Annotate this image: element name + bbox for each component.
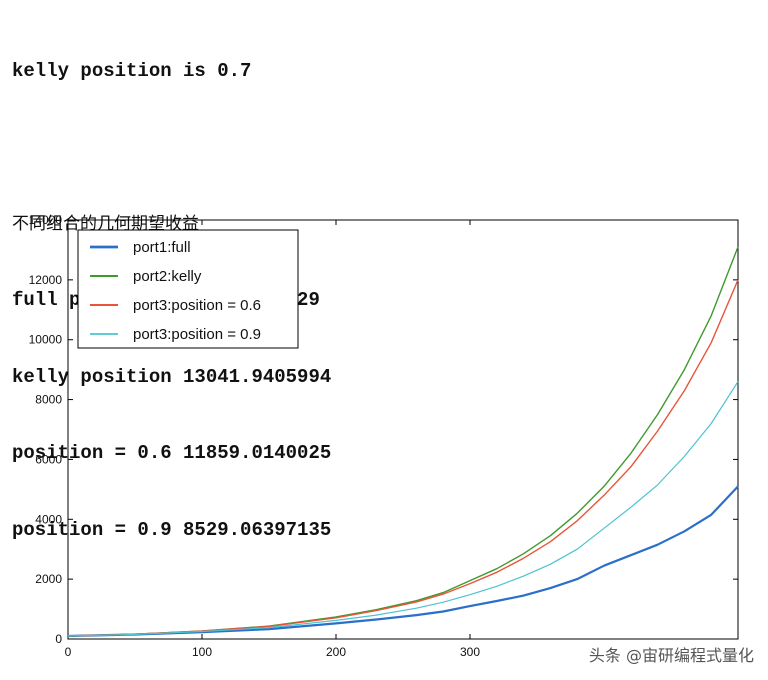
y-tick-label: 6000 bbox=[35, 452, 62, 466]
x-tick-label: 200 bbox=[326, 645, 346, 659]
results-heading: 不同组合的几何期望收益 bbox=[12, 213, 199, 234]
series-line-3 bbox=[67, 279, 739, 637]
kelly-result-line: kelly position is 0.7 bbox=[12, 60, 252, 82]
result-line-position-09: position = 0.9 8529.06397135 bbox=[12, 518, 332, 541]
legend-label-2: port2:kelly bbox=[133, 268, 202, 285]
y-tick-label: 14000 bbox=[29, 213, 63, 227]
result-line-kelly: kelly position 13041.9405994 bbox=[12, 365, 332, 388]
x-tick-label: 100 bbox=[192, 645, 212, 659]
y-tick-label: 0 bbox=[55, 632, 62, 646]
legend-box bbox=[77, 229, 299, 349]
y-tick-label: 12000 bbox=[29, 273, 63, 287]
legend-label-4: port3:position = 0.9 bbox=[133, 326, 261, 343]
legend-label-3: port3:position = 0.6 bbox=[133, 297, 261, 314]
legend-label-1: port1:full bbox=[133, 239, 191, 256]
y-tick-label: 4000 bbox=[35, 512, 62, 526]
result-line-position-06: position = 0.6 11859.0140025 bbox=[12, 442, 332, 464]
series-line-1 bbox=[67, 485, 739, 638]
y-tick-label: 2000 bbox=[35, 572, 62, 586]
watermark: 头条 @宙研编程式量化 bbox=[588, 642, 754, 666]
x-tick-label: 300 bbox=[460, 645, 480, 659]
series-line-4 bbox=[67, 381, 739, 637]
y-tick-label: 10000 bbox=[29, 333, 63, 347]
y-tick-label: 8000 bbox=[35, 393, 62, 407]
plot-frame bbox=[67, 219, 739, 640]
x-tick-label: 0 bbox=[65, 645, 72, 659]
